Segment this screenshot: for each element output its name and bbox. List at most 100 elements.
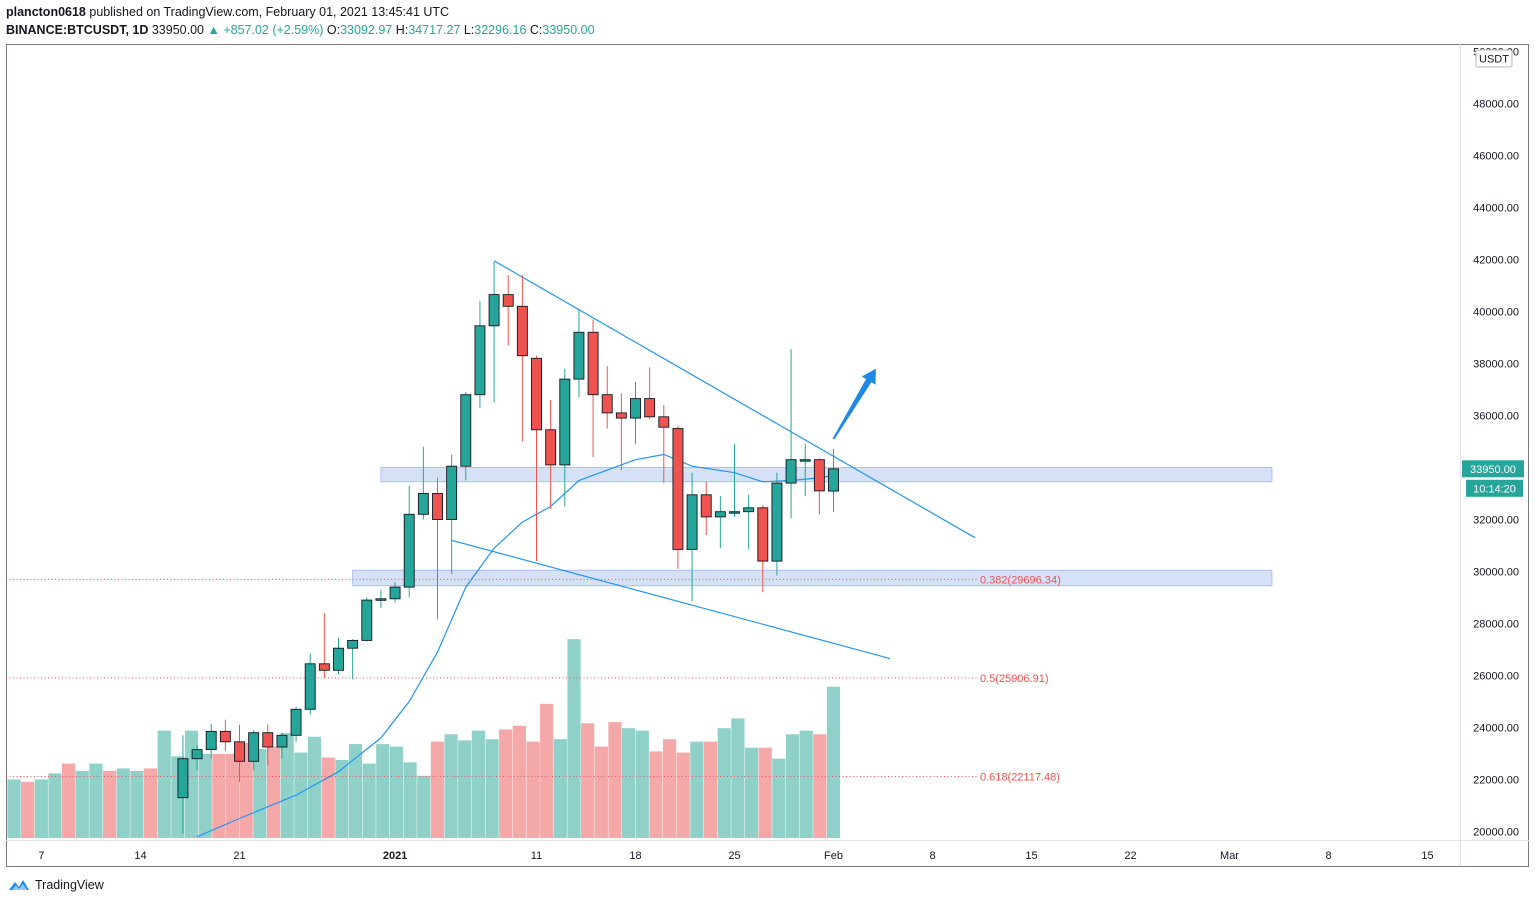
candle-body xyxy=(729,511,740,514)
low-value: 32296.16 xyxy=(474,23,527,37)
time-tick-label: 18 xyxy=(629,850,641,862)
volume-bar xyxy=(403,762,417,838)
candle-body xyxy=(644,398,656,418)
breakout-arrow[interactable] xyxy=(832,368,876,440)
candle-body xyxy=(630,398,641,419)
volume-bar xyxy=(62,763,76,838)
volume-bar xyxy=(225,753,240,838)
candle-body xyxy=(205,730,217,751)
candle-body xyxy=(516,305,528,357)
volume-bar xyxy=(744,747,759,838)
candle-body xyxy=(234,741,245,762)
time-tick-label: Feb xyxy=(824,850,843,862)
volume-bar xyxy=(266,746,281,838)
time-axis[interactable]: 7 14 21 2021 11 18 25 Feb 8 15 22 Mar 8 15 xyxy=(38,850,1433,862)
candle xyxy=(502,275,514,346)
candle xyxy=(785,349,797,519)
trendline xyxy=(451,539,891,660)
candle xyxy=(488,262,500,403)
candle xyxy=(347,639,359,680)
volume-bar xyxy=(622,728,636,838)
open-value: 33092.97 xyxy=(340,23,393,37)
candle xyxy=(559,368,571,507)
time-tick-label: 8 xyxy=(929,850,935,862)
volume-bar xyxy=(157,730,171,838)
volume-bar xyxy=(813,734,827,838)
candle xyxy=(474,301,486,408)
volume-bar xyxy=(198,753,212,838)
publish-line: plancton0618 published on TradingView.co… xyxy=(6,3,595,21)
volume-bar xyxy=(758,747,772,838)
candle-body xyxy=(545,429,557,466)
volume-bar xyxy=(21,781,35,838)
symbol-label[interactable]: BINANCE:BTCUSDT, 1D xyxy=(6,23,149,37)
candle-body xyxy=(177,758,189,799)
volume-bar xyxy=(280,733,294,838)
tradingview-brand[interactable]: TradingView xyxy=(35,878,104,892)
candle xyxy=(333,637,344,675)
volume-bar xyxy=(48,773,62,838)
currency-chip xyxy=(1475,49,1513,68)
candle xyxy=(771,472,783,576)
price-tick-label: 46000.00 xyxy=(1473,151,1519,163)
candle-body xyxy=(304,663,316,710)
volume-bar xyxy=(458,740,472,838)
time-tick-label: Mar xyxy=(1220,850,1239,862)
volume-bar xyxy=(499,729,513,838)
price-tick-label: 40000.00 xyxy=(1473,307,1519,319)
chart-frame xyxy=(6,44,1529,867)
candle xyxy=(446,454,458,575)
price-change: ▲ +857.02 (+2.59%) xyxy=(207,23,324,37)
ohlc-legend: BINANCE:BTCUSDT, 1D 33950.00 ▲ +857.02 (… xyxy=(6,21,595,39)
candle xyxy=(304,653,316,715)
candle xyxy=(615,393,627,471)
candle xyxy=(219,719,231,751)
candle xyxy=(813,458,825,515)
candle-body xyxy=(658,416,670,428)
candle xyxy=(262,724,274,766)
volume-bar xyxy=(89,763,103,838)
volume-bar xyxy=(321,757,335,838)
volume-bar xyxy=(362,763,376,838)
candle-body xyxy=(771,482,783,562)
fibonacci-levels[interactable]: 0.382(29696.34) 0.5(25906.91) 0.618(22117.… xyxy=(6,574,1061,783)
volume-bar xyxy=(649,751,663,838)
volume-bar xyxy=(799,730,813,838)
time-tick-label: 21 xyxy=(233,850,245,862)
volume-bar xyxy=(772,758,786,838)
breakout-arrow-shape xyxy=(832,368,876,440)
candle xyxy=(290,706,302,742)
trendlines[interactable] xyxy=(451,260,976,660)
candle-body xyxy=(757,507,769,562)
candle-body xyxy=(432,493,443,520)
candle-body xyxy=(333,647,344,671)
time-tick-label: 14 xyxy=(134,850,146,862)
last-price: 33950.00 xyxy=(151,23,204,37)
price-tick-label: 48000.00 xyxy=(1473,99,1519,111)
volume-bar xyxy=(635,730,649,838)
tradingview-logo-icon xyxy=(9,880,29,890)
candle-body xyxy=(743,507,755,513)
volume-bar xyxy=(335,759,349,838)
price-tick-label: 30000.00 xyxy=(1473,567,1519,579)
candle xyxy=(389,581,401,603)
price-axis[interactable]: 50000.0048000.0046000.0044000.0042000.00… xyxy=(1473,47,1519,839)
volume-bar xyxy=(34,779,48,838)
support-zones[interactable] xyxy=(352,467,1273,587)
author-name[interactable]: plancton0618 xyxy=(6,5,86,19)
candle-body xyxy=(389,586,401,600)
volume-bar xyxy=(663,739,677,838)
candle-body xyxy=(191,749,203,760)
candle xyxy=(828,448,839,512)
high-value: 34717.27 xyxy=(408,23,461,37)
candle-body xyxy=(502,294,514,307)
volume-bar xyxy=(389,746,404,838)
countdown-label: 10:14:20 xyxy=(1473,483,1516,495)
volume-bar xyxy=(471,730,485,838)
volume-bar xyxy=(690,741,704,838)
price-tick-label: 38000.00 xyxy=(1473,359,1519,371)
candle xyxy=(757,505,769,593)
volume-bar xyxy=(553,739,567,838)
price-tick-label: 22000.00 xyxy=(1473,775,1519,787)
